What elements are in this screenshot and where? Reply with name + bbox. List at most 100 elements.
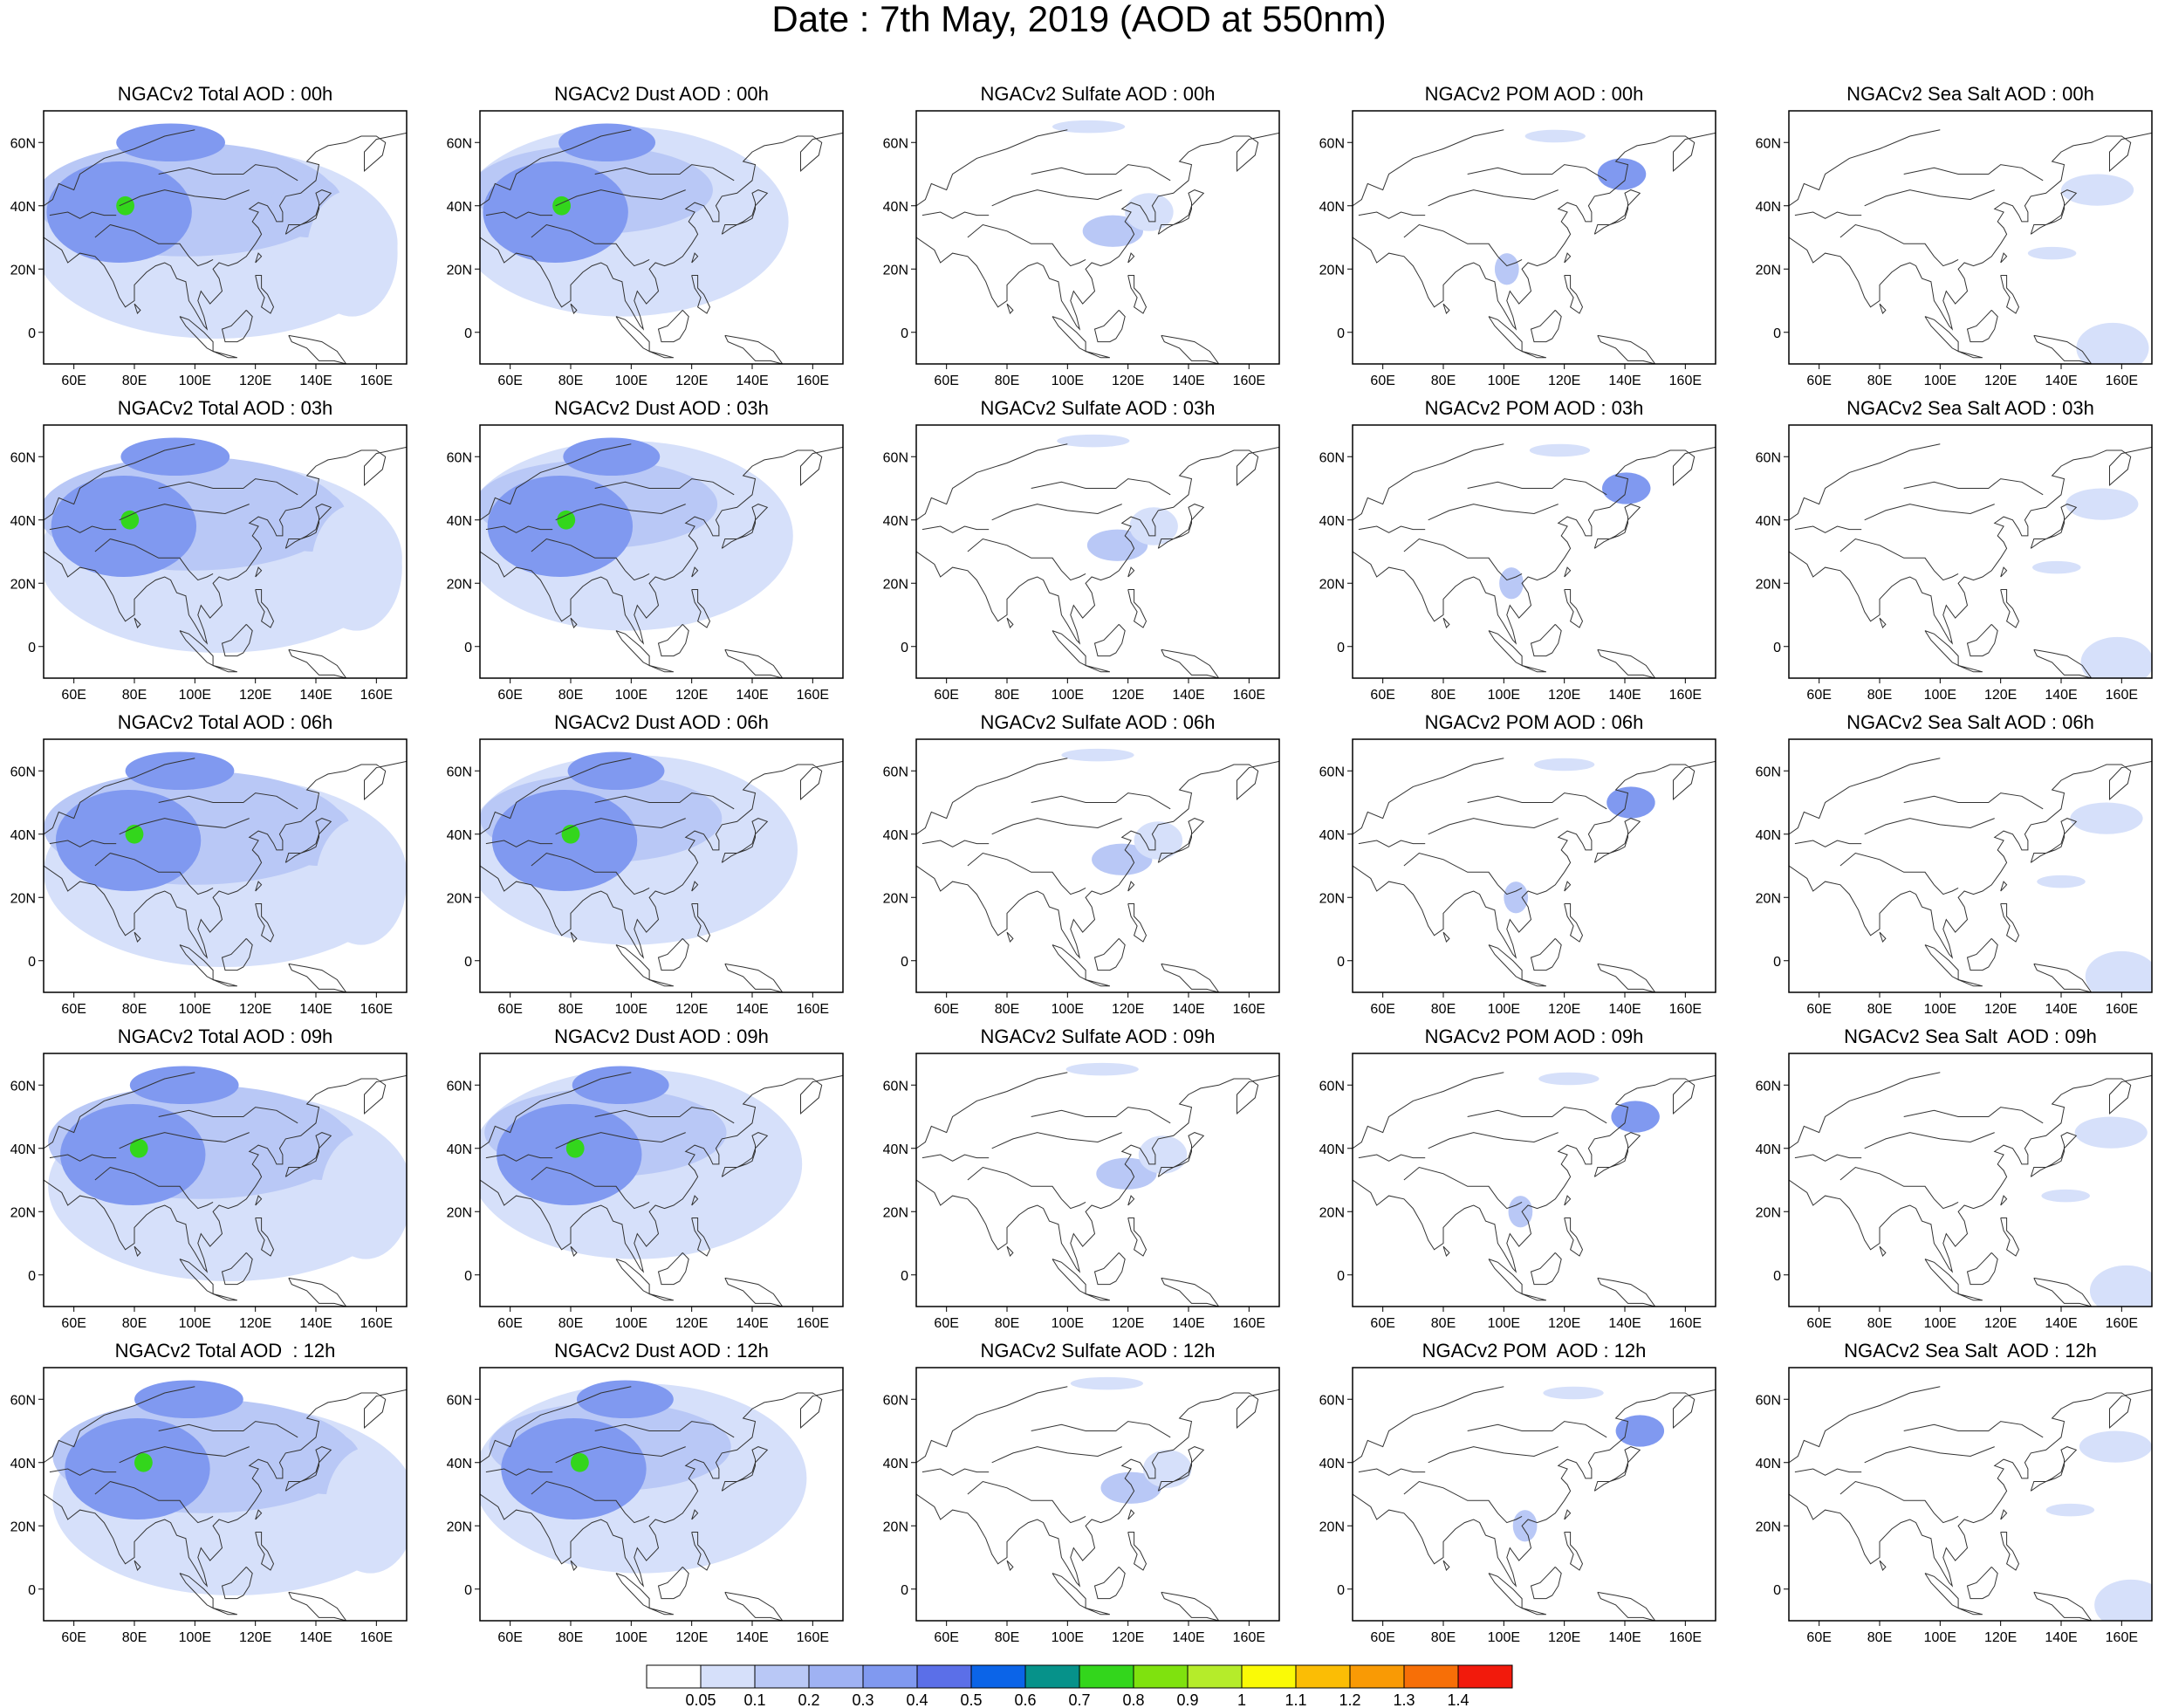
lon-tick-label: 100E bbox=[615, 374, 647, 388]
aod-shading bbox=[1070, 1376, 1143, 1390]
lon-tick-label: 60E bbox=[61, 1630, 86, 1645]
coastline bbox=[1085, 979, 1111, 987]
colorbar-swatch bbox=[754, 1664, 810, 1689]
lon-tick-label: 120E bbox=[1984, 374, 2017, 388]
lon-tick-label: 140E bbox=[1608, 1630, 1641, 1645]
colorbar-label: 0.9 bbox=[1176, 1691, 1198, 1708]
coastlines bbox=[916, 1386, 1279, 1621]
coastline bbox=[1879, 931, 1887, 943]
coastline bbox=[1127, 252, 1135, 264]
lon-tick-label: 80E bbox=[1431, 1002, 1456, 1017]
lat-tick-label: 40N bbox=[447, 514, 472, 529]
aod-shading bbox=[557, 510, 576, 530]
coastline bbox=[1903, 164, 2044, 182]
coastlines bbox=[1353, 1386, 1716, 1621]
aod-shading bbox=[1494, 253, 1519, 285]
lat-tick-label: 40N bbox=[1319, 1457, 1345, 1471]
coastline bbox=[1353, 446, 1716, 645]
lat-tick-label: 60N bbox=[883, 1393, 908, 1408]
colorbar-label: 0.4 bbox=[906, 1691, 928, 1708]
map-frame bbox=[1788, 424, 2153, 679]
coastline bbox=[44, 129, 195, 207]
aod-field bbox=[2032, 488, 2152, 678]
map-panel: NGACv2 Total AOD : 03h 60E 80E 100E 120E 140E… bbox=[10, 397, 408, 707]
lon-tick-label: 80E bbox=[558, 374, 583, 388]
lat-tick-label: 0 bbox=[464, 641, 472, 655]
lon-tick-label: 100E bbox=[1052, 374, 1084, 388]
lat-tick-label: 60N bbox=[1756, 450, 1781, 465]
lat-tick-label: 20N bbox=[1756, 263, 1781, 278]
lon-tick-label: 120E bbox=[1984, 1630, 2017, 1645]
lon-tick-label: 140E bbox=[736, 1630, 768, 1645]
coastline bbox=[1353, 443, 1504, 521]
lat-tick-label: 60N bbox=[1756, 136, 1781, 151]
lon-tick-label: 60E bbox=[1370, 374, 1394, 388]
coastline bbox=[1530, 310, 1562, 343]
panel-title: NGACv2 Sea Salt AOD : 12h bbox=[1844, 1340, 2097, 1362]
coastline bbox=[921, 840, 990, 847]
lon-tick-label: 140E bbox=[299, 688, 332, 703]
coastline bbox=[1085, 665, 1111, 673]
panel-title: NGACv2 Dust AOD : 09h bbox=[554, 1025, 769, 1047]
coastline bbox=[1161, 334, 1220, 364]
lat-tick-label: 0 bbox=[901, 955, 908, 970]
panel-title: NGACv2 Sulfate AOD : 00h bbox=[980, 83, 1216, 105]
coastline bbox=[1358, 1468, 1426, 1476]
coastline bbox=[1157, 189, 1205, 235]
coastline bbox=[531, 1166, 650, 1210]
aod-map: 60E 80E 100E 120E 140E 160E 60N 40N 20N 0 bbox=[1756, 110, 2153, 388]
coastline bbox=[991, 818, 1122, 835]
panel-title: NGACv2 Total AOD : 03h bbox=[117, 397, 333, 419]
lon-tick-label: 140E bbox=[1608, 374, 1641, 388]
coastline bbox=[2030, 818, 2078, 863]
coastline bbox=[44, 443, 195, 521]
aod-shading bbox=[2066, 488, 2139, 520]
aod-shading bbox=[567, 751, 665, 790]
coastline bbox=[531, 852, 650, 895]
coastline bbox=[2000, 1218, 2020, 1257]
coastline bbox=[916, 446, 1279, 645]
lat-tick-label: 20N bbox=[10, 263, 36, 278]
lon-tick-label: 100E bbox=[1052, 688, 1084, 703]
aod-shading bbox=[1096, 1157, 1157, 1190]
aod-map: 60E 80E 100E 120E 140E 160E 60N 40N 20N 0 bbox=[883, 110, 1280, 388]
lon-tick-label: 60E bbox=[497, 688, 522, 703]
coastline bbox=[657, 1567, 689, 1600]
coastline bbox=[1403, 1480, 1523, 1524]
aod-map: 60E 80E 100E 120E 140E 160E 60N 40N 20N 0 bbox=[1756, 1053, 2153, 1331]
coastline bbox=[1564, 881, 1572, 892]
lat-tick-label: 0 bbox=[1337, 1583, 1345, 1598]
coastline bbox=[1353, 758, 1504, 835]
coastline bbox=[1864, 1446, 1995, 1464]
map-frame bbox=[1788, 110, 2153, 365]
lon-tick-label: 160E bbox=[2106, 1002, 2138, 1017]
coastline bbox=[691, 1509, 699, 1520]
coastline bbox=[991, 1132, 1122, 1149]
coastline bbox=[921, 211, 990, 219]
coastline bbox=[1597, 1591, 1656, 1621]
coastline bbox=[212, 1608, 238, 1615]
coastline bbox=[1521, 1608, 1547, 1615]
coastline bbox=[1161, 1277, 1220, 1307]
coastline bbox=[724, 963, 784, 992]
lon-tick-label: 80E bbox=[122, 374, 147, 388]
lon-tick-label: 120E bbox=[1112, 1002, 1144, 1017]
coastline bbox=[721, 504, 769, 549]
coastline bbox=[691, 566, 699, 578]
coastline bbox=[1052, 944, 1086, 981]
coastline bbox=[1593, 1132, 1641, 1177]
aod-shading bbox=[2080, 636, 2152, 678]
panel-title: NGACv2 Sulfate AOD : 09h bbox=[980, 1025, 1216, 1047]
aod-shading bbox=[2094, 1579, 2152, 1621]
coastline bbox=[1789, 758, 1941, 835]
coastline bbox=[1789, 132, 2152, 331]
coastline bbox=[2030, 1446, 2078, 1492]
coastline bbox=[480, 758, 632, 835]
coastline bbox=[916, 443, 1068, 521]
coastline bbox=[691, 1218, 711, 1257]
coastline bbox=[1442, 1245, 1450, 1257]
lat-tick-label: 20N bbox=[883, 263, 908, 278]
aod-map: 60E 80E 100E 120E 140E 160E 60N 40N 20N 0 bbox=[447, 1053, 844, 1331]
aod-shading bbox=[1065, 1062, 1139, 1076]
lon-tick-label: 120E bbox=[1112, 1630, 1144, 1645]
